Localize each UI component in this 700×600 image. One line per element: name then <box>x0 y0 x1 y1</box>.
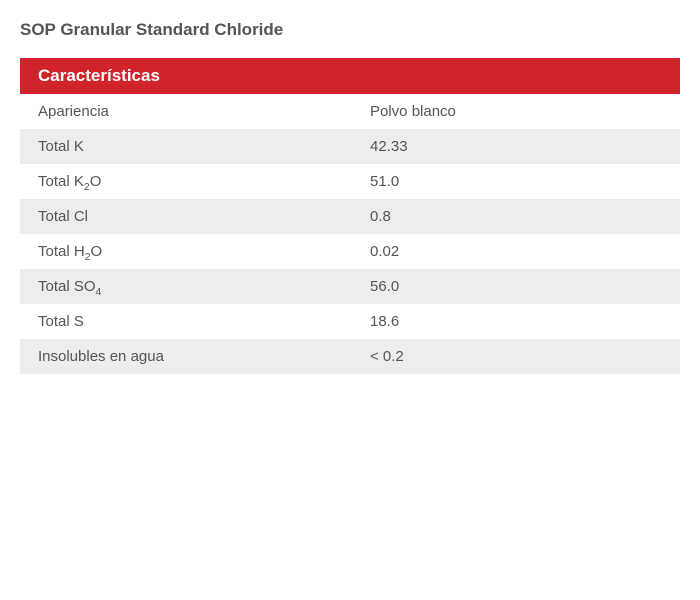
row-value: Polvo blanco <box>360 94 680 129</box>
row-label: Insolubles en agua <box>20 339 360 374</box>
table-row: Insolubles en agua< 0.2 <box>20 339 680 374</box>
row-label: Total Cl <box>20 199 360 234</box>
row-value: 0.02 <box>360 234 680 269</box>
row-label: Total S <box>20 304 360 339</box>
table-header: Características <box>20 58 680 94</box>
page-title: SOP Granular Standard Chloride <box>20 20 680 40</box>
row-value: 0.8 <box>360 199 680 234</box>
row-value: 51.0 <box>360 164 680 199</box>
table-body: AparienciaPolvo blancoTotal K42.33Total … <box>20 94 680 374</box>
row-label: Total K <box>20 129 360 164</box>
table-row: Total K42.33 <box>20 129 680 164</box>
row-value: 18.6 <box>360 304 680 339</box>
table-row: AparienciaPolvo blanco <box>20 94 680 129</box>
row-label: Total H2O <box>20 234 360 269</box>
row-label: Apariencia <box>20 94 360 129</box>
row-value: < 0.2 <box>360 339 680 374</box>
row-value: 42.33 <box>360 129 680 164</box>
table-row: Total SO456.0 <box>20 269 680 304</box>
characteristics-table: Características AparienciaPolvo blancoTo… <box>20 58 680 374</box>
row-value: 56.0 <box>360 269 680 304</box>
table-row: Total S18.6 <box>20 304 680 339</box>
row-label: Total SO4 <box>20 269 360 304</box>
row-label: Total K2O <box>20 164 360 199</box>
table-row: Total K2O51.0 <box>20 164 680 199</box>
table-row: Total H2O0.02 <box>20 234 680 269</box>
table-row: Total Cl0.8 <box>20 199 680 234</box>
